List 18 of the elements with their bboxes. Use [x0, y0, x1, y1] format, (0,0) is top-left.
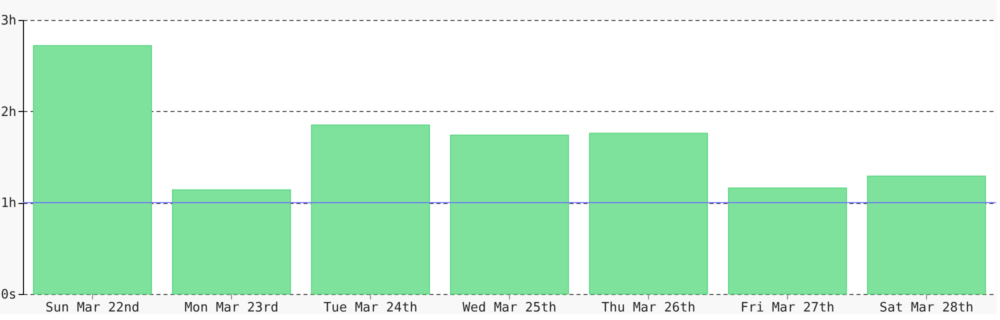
bar: [728, 188, 847, 294]
bar: [172, 189, 291, 294]
bar: [450, 134, 569, 294]
bar: [311, 124, 430, 294]
x-tick-label: Fri Mar 27th: [740, 300, 834, 316]
y-tick-label: 3h: [0, 14, 16, 28]
bar: [33, 45, 152, 294]
x-tick-label: Tue Mar 24th: [324, 300, 418, 316]
bar: [589, 132, 708, 294]
y-tick-label: 1h: [0, 196, 16, 212]
x-tick-label: Sun Mar 22nd: [46, 300, 140, 316]
x-tick-label: Sat Mar 28th: [880, 300, 974, 316]
y-tick-label: 0s: [0, 288, 16, 302]
x-tick-label: Wed Mar 25th: [462, 300, 556, 316]
x-tick-label: Mon Mar 23rd: [184, 300, 278, 316]
bar: [867, 176, 986, 294]
y-tick-label: 2h: [0, 104, 16, 120]
x-tick-label: Thu Mar 26th: [602, 300, 696, 316]
